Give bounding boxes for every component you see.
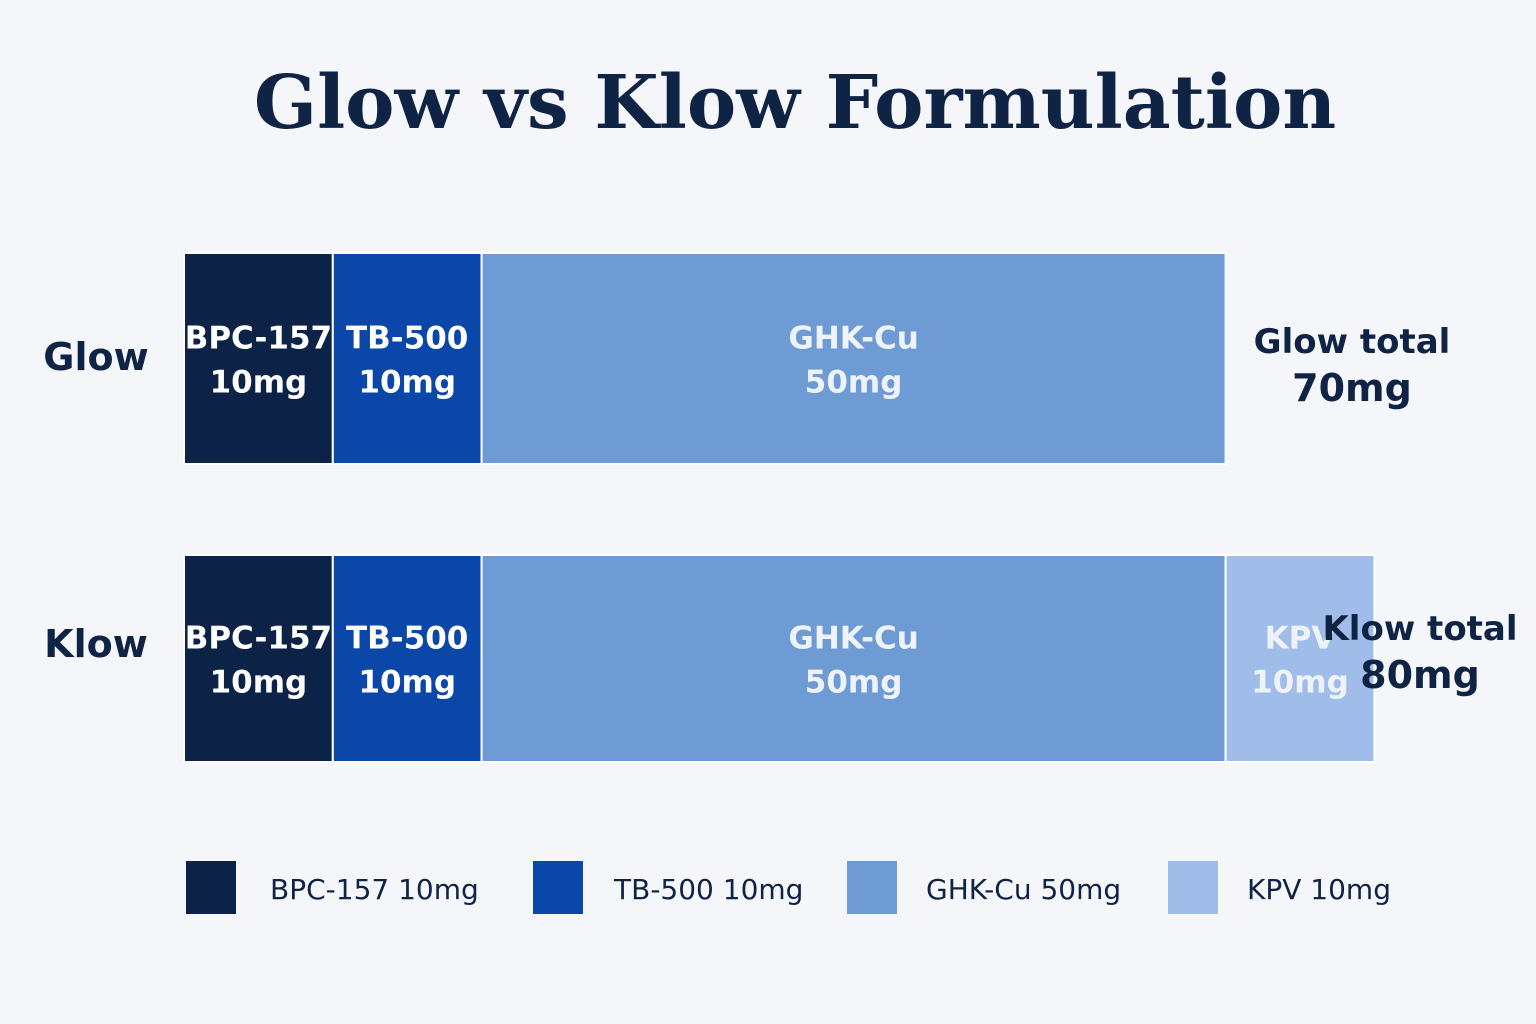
segment-name-klow-bpc-157: BPC-157: [185, 621, 332, 657]
bar-segment-glow-tb-500: [331, 252, 483, 465]
total-value-klow: 80mg: [1360, 653, 1480, 697]
legend-swatch-tb-500: [533, 861, 583, 914]
legend-swatch-ghk-cu: [847, 861, 897, 914]
segment-name-klow-kpv: KPV: [1265, 621, 1336, 657]
bars-group: BPC-157 10mg TB-500 10mg GHK-Cu 50mg BPC-157 10…: [183, 252, 1376, 763]
legend-label-kpv: KPV 10mg: [1247, 873, 1391, 906]
legend-swatch-bpc-157: [186, 861, 236, 914]
total-label-klow: Klow total: [1322, 609, 1517, 649]
total-value-glow: 70mg: [1292, 366, 1412, 410]
row-labels-group: Glow Klow: [43, 335, 148, 666]
segment-name-klow-tb-500: TB-500: [346, 621, 468, 657]
row-label-glow: Glow: [43, 335, 148, 379]
bar-segment-klow-bpc-157: [183, 554, 334, 763]
bar-segment-glow-bpc-157: [183, 252, 334, 465]
legend-label-ghk-cu: GHK-Cu 50mg: [926, 873, 1121, 906]
legend: BPC-157 10mg TB-500 10mg GHK-Cu 50mg KPV 10…: [186, 861, 1391, 914]
segment-value-klow-ghk-cu: 50mg: [805, 665, 903, 701]
segment-name-glow-tb-500: TB-500: [346, 321, 468, 357]
segment-name-glow-ghk-cu: GHK-Cu: [788, 321, 918, 357]
bar-segment-klow-ghk-cu: [480, 554, 1227, 763]
segment-value-klow-kpv: 10mg: [1251, 665, 1349, 701]
segment-value-glow-ghk-cu: 50mg: [805, 365, 903, 401]
chart-title: Glow vs Klow Formulation: [254, 60, 1336, 146]
segment-value-glow-bpc-157: 10mg: [210, 365, 308, 401]
legend-swatch-kpv: [1168, 861, 1218, 914]
legend-label-tb-500: TB-500 10mg: [613, 873, 803, 906]
total-label-glow: Glow total: [1254, 322, 1451, 362]
segment-value-glow-tb-500: 10mg: [358, 365, 456, 401]
bar-segment-klow-kpv: [1224, 554, 1376, 763]
bar-segment-klow-tb-500: [331, 554, 483, 763]
segment-name-klow-ghk-cu: GHK-Cu: [788, 621, 918, 657]
segment-name-glow-bpc-157: BPC-157: [185, 321, 332, 357]
bar-segment-glow-ghk-cu: [480, 252, 1227, 465]
row-label-klow: Klow: [44, 622, 148, 666]
segment-value-klow-bpc-157: 10mg: [210, 665, 308, 701]
segment-value-klow-tb-500: 10mg: [358, 665, 456, 701]
legend-label-bpc-157: BPC-157 10mg: [270, 873, 479, 906]
